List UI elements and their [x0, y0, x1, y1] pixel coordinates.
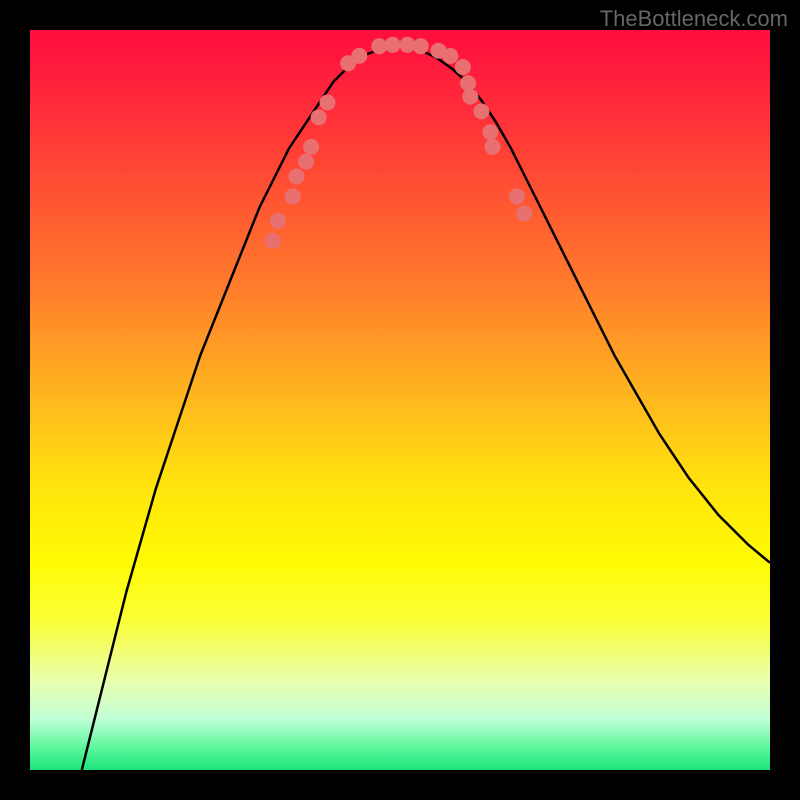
data-marker	[473, 103, 489, 119]
data-marker	[462, 89, 478, 105]
data-marker	[298, 154, 314, 170]
data-marker	[455, 59, 471, 75]
chart-background	[30, 30, 770, 770]
data-marker	[485, 139, 501, 155]
data-marker	[413, 38, 429, 54]
data-marker	[311, 109, 327, 125]
data-marker	[460, 75, 476, 91]
data-marker	[265, 233, 281, 249]
data-marker	[442, 48, 458, 64]
data-marker	[285, 189, 301, 205]
data-marker	[270, 213, 286, 229]
bottleneck-chart	[30, 30, 770, 770]
data-marker	[351, 48, 367, 64]
data-marker	[385, 37, 401, 53]
data-marker	[509, 189, 525, 205]
data-marker	[288, 169, 304, 185]
data-marker	[516, 206, 532, 222]
watermark-text: TheBottleneck.com	[600, 6, 788, 32]
data-marker	[482, 124, 498, 140]
chart-container	[30, 30, 770, 770]
data-marker	[303, 139, 319, 155]
data-marker	[319, 95, 335, 111]
